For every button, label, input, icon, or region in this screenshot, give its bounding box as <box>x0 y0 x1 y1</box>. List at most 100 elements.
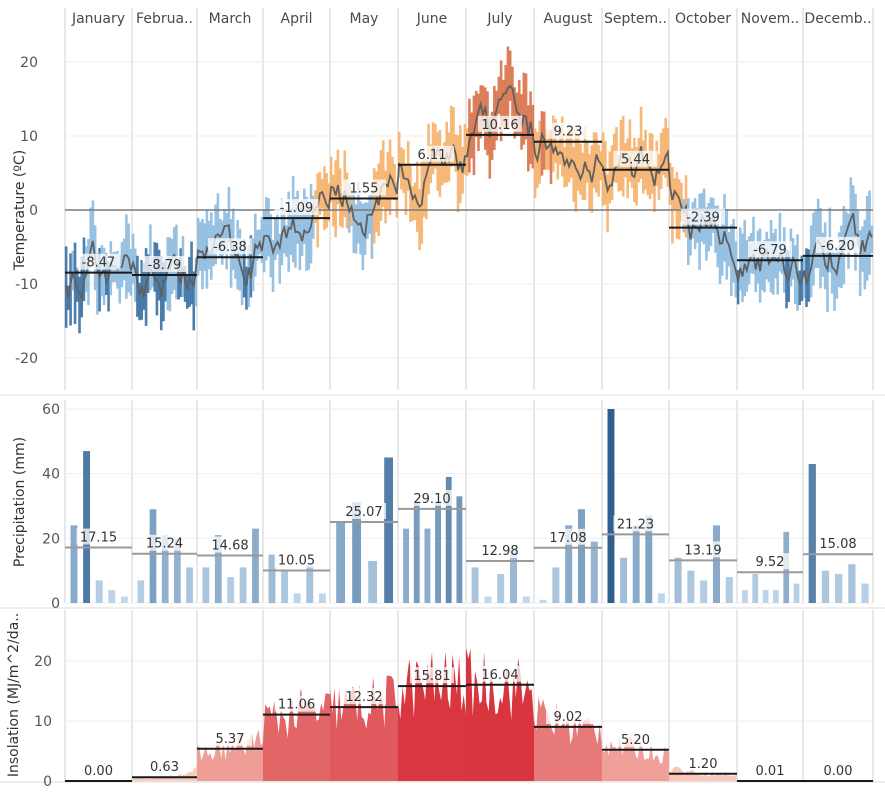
average-label-background <box>816 762 860 778</box>
precipitation-bar <box>821 570 830 603</box>
average-label-background <box>410 489 454 506</box>
precipitation-average-label: 29.10 <box>413 492 450 507</box>
average-label-background <box>208 238 252 255</box>
precipitation-bar <box>306 564 314 603</box>
y-tick-label: 10 <box>34 714 52 730</box>
temperature-average-label: -8.79 <box>148 258 182 273</box>
precipitation-bar <box>509 548 517 603</box>
average-label-background <box>274 551 319 568</box>
average-label-background <box>410 145 454 162</box>
precipitation-bar <box>435 502 441 603</box>
insolation-average-label: 5.37 <box>216 732 245 747</box>
average-label-background <box>142 758 187 775</box>
precipitation-bar <box>565 525 573 603</box>
precipitation-average-label: 15.08 <box>819 537 856 552</box>
precipitation-bar <box>108 590 116 603</box>
precipitation-average-label: 13.19 <box>684 543 721 558</box>
temperature-average-label: 1.55 <box>350 182 379 197</box>
precipitation-panel: 17.15 15.24 14.68 10.05 25.07 29.10 12.98 17.08… <box>65 409 873 603</box>
month-label: June <box>416 11 448 27</box>
precipitation-average-label: 15.24 <box>146 537 183 552</box>
month-label: March <box>209 11 252 27</box>
average-label-background <box>546 707 590 724</box>
precipitation-bar <box>835 573 843 603</box>
precipitation-bar <box>742 590 748 603</box>
precipitation-bar <box>352 502 361 603</box>
month-label: January <box>71 11 125 27</box>
temperature-panel: -8.47 -8.79 -6.38 -1.09 1.55 6.11 10.16 9.23 5.4… <box>64 46 874 334</box>
precipitation-bar <box>773 590 779 603</box>
y-axis-title-insolation: Insolation (MJ/m^2/da.. <box>6 613 22 777</box>
precipitation-bar <box>214 535 222 603</box>
precipitation-bar <box>471 567 479 603</box>
average-label-background <box>410 667 454 684</box>
precipitation-bar <box>336 522 345 603</box>
average-label-background <box>681 208 725 225</box>
insolation-average-label: 9.02 <box>554 710 583 725</box>
precipitation-bar <box>413 502 420 603</box>
precipitation-average-label: 10.05 <box>278 554 315 569</box>
average-label-background <box>274 695 319 712</box>
precipitation-bar <box>674 557 682 603</box>
temperature-average-label: -1.09 <box>280 201 314 216</box>
precipitation-bar <box>484 596 492 603</box>
month-label: May <box>350 11 379 27</box>
month-label: Novem.. <box>741 11 799 27</box>
precipitation-average-label: 25.07 <box>345 505 382 520</box>
precipitation-bar <box>848 564 856 603</box>
precipitation-bar <box>808 463 816 603</box>
y-tick-label: 0 <box>29 203 38 219</box>
precipitation-bar <box>95 580 103 603</box>
average-label-background <box>681 541 725 558</box>
y-tick-label: 60 <box>42 402 60 418</box>
precipitation-bar <box>252 528 259 603</box>
temperature-average-label: -6.79 <box>753 243 787 258</box>
temperature-average-label: 9.23 <box>554 125 583 140</box>
insolation-average-label: 12.32 <box>345 690 382 705</box>
precipitation-bar <box>318 593 326 603</box>
average-label-background <box>546 122 590 139</box>
average-label-background <box>478 665 522 682</box>
y-tick-label: 20 <box>34 654 52 670</box>
insolation-area <box>534 697 602 781</box>
average-label-background <box>478 115 522 132</box>
precipitation-bar <box>202 567 210 603</box>
precipitation-average-label: 9.52 <box>756 555 785 570</box>
average-label-background <box>748 761 792 778</box>
temperature-mean-line <box>65 84 873 302</box>
insolation-area <box>398 651 466 781</box>
precipitation-bar <box>497 573 505 603</box>
average-label-background <box>142 256 187 273</box>
insolation-average-label: 0.63 <box>150 760 179 775</box>
average-label-background <box>748 553 792 570</box>
month-label: August <box>544 11 594 27</box>
temperature-average-label: -8.47 <box>82 256 116 271</box>
month-label: Septem.. <box>604 11 667 27</box>
precipitation-bar <box>368 560 377 603</box>
precipitation-bar <box>456 496 463 603</box>
average-label-background <box>208 729 252 746</box>
temperature-average-label: -6.38 <box>213 240 247 255</box>
average-label-background <box>613 515 658 532</box>
average-label-background <box>478 542 522 559</box>
precipitation-bar <box>687 570 695 603</box>
insolation-area <box>197 729 263 781</box>
precipitation-bar <box>268 554 276 603</box>
precipitation-bar <box>384 457 393 603</box>
average-label-background <box>76 253 121 270</box>
y-tick-label: 20 <box>42 531 60 547</box>
month-label: Decemb.. <box>804 11 871 27</box>
average-label-background <box>342 688 386 705</box>
precipitation-bar <box>149 509 157 603</box>
precipitation-bar <box>424 528 431 603</box>
precipitation-bar <box>403 528 409 603</box>
precipitation-bar <box>861 583 869 603</box>
insolation-average-label: 0.00 <box>84 764 113 779</box>
precipitation-bar <box>752 573 759 603</box>
insolation-panel: 0.00 0.63 5.37 11.06 12.32 15.81 16.04 9.02 5.20… <box>65 647 873 782</box>
insolation-average-label: 15.81 <box>413 669 450 684</box>
precipitation-bar <box>161 535 169 603</box>
precipitation-bar <box>700 580 708 603</box>
precipitation-bar <box>552 567 560 603</box>
